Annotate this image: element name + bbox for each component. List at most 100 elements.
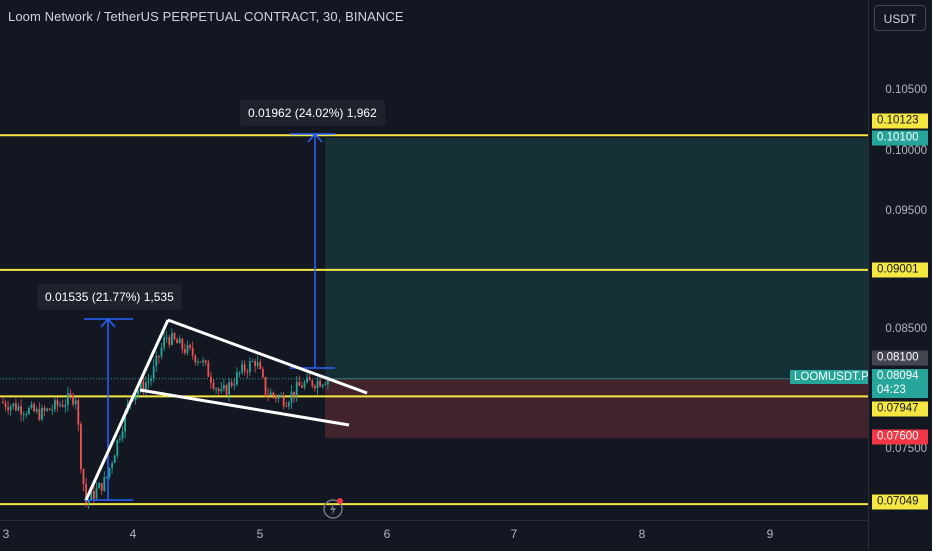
candle-body bbox=[20, 406, 22, 415]
candle-body bbox=[220, 388, 223, 392]
flagpole-line bbox=[84, 319, 170, 501]
candle-body bbox=[282, 395, 285, 407]
candle-body bbox=[202, 360, 204, 363]
candle-body bbox=[35, 408, 38, 412]
candle-body bbox=[298, 382, 301, 386]
candle-body bbox=[155, 355, 158, 367]
candle-body bbox=[215, 388, 217, 390]
candle-body bbox=[64, 404, 67, 407]
candle-body bbox=[80, 424, 82, 470]
candle-body bbox=[246, 371, 249, 373]
current-price-value: 0.08094 bbox=[877, 370, 919, 382]
candle-body bbox=[256, 362, 259, 366]
candle-body bbox=[316, 380, 319, 389]
currency-button[interactable]: USDT bbox=[874, 5, 926, 31]
candle-body bbox=[249, 361, 251, 373]
candle-body bbox=[308, 377, 311, 381]
price-tick: 0.09500 bbox=[885, 205, 927, 217]
candle-body bbox=[134, 394, 137, 401]
candle-body bbox=[54, 400, 56, 410]
candle-body bbox=[290, 391, 293, 403]
candle-body bbox=[87, 500, 90, 504]
level-label: 0.09001 bbox=[872, 262, 928, 278]
candle-body bbox=[324, 383, 327, 385]
candle-body bbox=[267, 394, 269, 396]
price-tick: 0.08500 bbox=[885, 323, 927, 335]
candle-body bbox=[121, 431, 124, 439]
candle-body bbox=[295, 382, 298, 397]
candle-body bbox=[254, 361, 256, 366]
candle-body bbox=[2, 402, 4, 403]
candle-body bbox=[158, 355, 160, 357]
chart-canvas[interactable] bbox=[0, 0, 868, 520]
candle-body bbox=[212, 382, 215, 389]
candle-body bbox=[46, 408, 48, 411]
candle-body bbox=[147, 380, 150, 383]
candle-body bbox=[238, 372, 241, 374]
time-label: 3 bbox=[2, 527, 10, 541]
candle-body bbox=[262, 369, 264, 378]
candle-body bbox=[230, 382, 233, 386]
candle-body bbox=[145, 382, 147, 391]
candle-body bbox=[288, 402, 290, 407]
candle-body bbox=[108, 468, 111, 477]
candle-body bbox=[228, 382, 230, 395]
candle-body bbox=[184, 348, 186, 353]
candle-body bbox=[321, 384, 324, 387]
time-label: 8 bbox=[638, 527, 646, 541]
time-label: 7 bbox=[510, 527, 518, 541]
candle-body bbox=[152, 366, 155, 379]
candle-body bbox=[204, 360, 207, 363]
chart-title: Loom Network / TetherUS PERPETUAL CONTRA… bbox=[8, 9, 404, 24]
candle-body bbox=[301, 385, 303, 388]
candle-body bbox=[119, 438, 121, 440]
candle-body bbox=[217, 388, 220, 392]
candle-body bbox=[7, 407, 9, 411]
candle-body bbox=[225, 384, 228, 395]
candle-body bbox=[51, 409, 54, 411]
level-label: 0.07947 bbox=[872, 401, 928, 417]
candle-body bbox=[171, 333, 173, 345]
candle-body bbox=[30, 404, 33, 408]
candle-body bbox=[74, 400, 77, 405]
measure-label-left: 0.01535 (21.77%) 1,535 bbox=[37, 284, 182, 310]
level-label: 0.10123 bbox=[872, 113, 928, 129]
candle-body bbox=[277, 395, 280, 399]
candle-body bbox=[43, 407, 46, 411]
candle-body bbox=[280, 395, 282, 397]
level-label: 0.07049 bbox=[872, 494, 928, 510]
candle-body bbox=[61, 404, 64, 407]
time-axis[interactable]: 3 4 5 6 7 8 9 bbox=[0, 520, 868, 551]
candle-body bbox=[28, 407, 30, 415]
candle-body bbox=[173, 333, 176, 340]
candle-body bbox=[194, 355, 197, 363]
candle-body bbox=[285, 406, 288, 408]
candle-body bbox=[59, 404, 61, 406]
profit-zone bbox=[325, 138, 868, 378]
candle-body bbox=[72, 395, 74, 405]
replay-button[interactable] bbox=[322, 498, 344, 520]
candle-body bbox=[38, 408, 41, 420]
chart-area[interactable]: Loom Network / TetherUS PERPETUAL CONTRA… bbox=[0, 0, 868, 520]
candle-body bbox=[100, 482, 103, 491]
candle-body bbox=[241, 364, 243, 373]
target-label: 0.10100 bbox=[872, 130, 928, 146]
candle-body bbox=[163, 337, 165, 348]
candle-body bbox=[160, 347, 163, 357]
candle-body bbox=[275, 395, 277, 399]
candle-body bbox=[69, 393, 72, 396]
candle-body bbox=[106, 476, 108, 478]
candle-body bbox=[293, 391, 295, 397]
candle-body bbox=[137, 390, 139, 395]
candle-body bbox=[311, 380, 314, 387]
candle-body bbox=[124, 412, 126, 432]
candle-body bbox=[259, 362, 262, 370]
time-label: 5 bbox=[256, 527, 264, 541]
candle-body bbox=[41, 407, 43, 420]
candle-body bbox=[236, 372, 238, 385]
candle-body bbox=[272, 392, 275, 396]
candle-body bbox=[12, 403, 15, 407]
candle-body bbox=[251, 361, 254, 363]
candle-body bbox=[197, 361, 199, 363]
candle-body bbox=[4, 402, 7, 408]
